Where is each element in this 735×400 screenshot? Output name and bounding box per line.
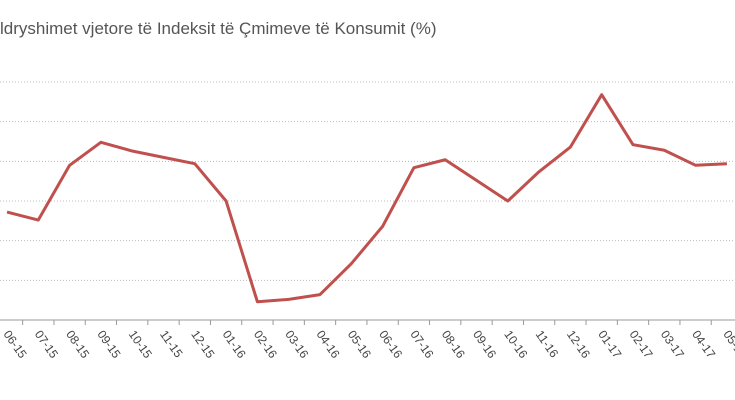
x-tick-label: 12-16 [564, 328, 593, 361]
x-tick-label: 05-16 [345, 328, 374, 361]
x-tick-label: 03-17 [658, 328, 687, 361]
x-tick-label: 02-17 [627, 328, 656, 361]
x-tick-label: 10-15 [126, 328, 155, 361]
x-tick-label: 03-16 [282, 328, 311, 361]
x-tick-label: 07-16 [407, 328, 436, 361]
x-tick-label: 05-17 [720, 328, 735, 361]
x-tick-label: 02-16 [251, 328, 280, 361]
x-tick-label: 04-16 [314, 328, 343, 361]
x-tick-label: 08-16 [439, 328, 468, 361]
x-tick-label: 06-16 [376, 328, 405, 361]
x-tick-label: 10-16 [501, 328, 530, 361]
x-tick-label: 11-16 [533, 328, 562, 361]
x-tick-label: 06-15 [1, 328, 30, 361]
x-tick-label: 01-17 [595, 328, 624, 361]
x-tick-label: 07-15 [32, 328, 61, 361]
x-tick-label: 01-16 [220, 328, 249, 361]
x-tick-label: 12-15 [188, 328, 217, 361]
x-tick-label: 08-15 [63, 328, 92, 361]
line-series [6, 93, 727, 304]
x-tick-label: 09-16 [470, 328, 499, 361]
x-tick-label: 09-15 [94, 328, 123, 361]
x-tick-label: 11-15 [157, 328, 186, 361]
chart-title: ldryshimet vjetore të Indeksit të Çmimev… [0, 19, 436, 38]
x-tick-label: 04-17 [689, 328, 718, 361]
